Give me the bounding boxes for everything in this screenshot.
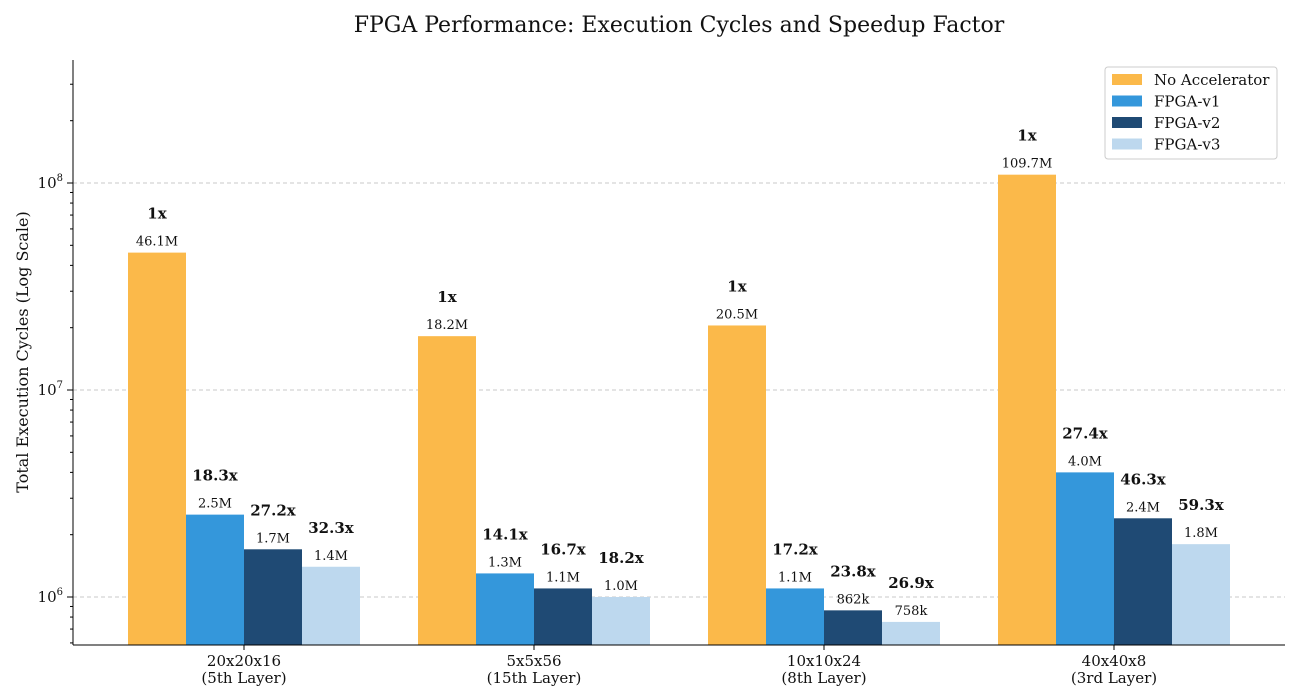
- bar-value-label: 18.2M: [426, 318, 468, 333]
- y-tick-exponent: 8: [57, 173, 63, 184]
- speedup-label: 32.3x: [308, 519, 355, 537]
- bar: [708, 325, 766, 645]
- bar-value-label: 758k: [895, 604, 928, 619]
- bar-value-label: 4.0M: [1068, 454, 1102, 469]
- x-tick-label: 40x40x8: [1082, 652, 1147, 670]
- legend-label: FPGA-v3: [1154, 136, 1220, 154]
- speedup-label: 46.3x: [1120, 470, 1167, 488]
- x-tick-label: 10x10x24: [787, 652, 861, 670]
- bar-value-label: 1.4M: [314, 549, 348, 564]
- x-tick-sublabel: (5th Layer): [201, 669, 286, 687]
- bar: [186, 514, 244, 645]
- legend-swatch: [1112, 138, 1142, 150]
- speedup-label: 1x: [727, 277, 747, 295]
- bar-value-label: 1.7M: [256, 531, 290, 546]
- bar-value-label: 1.8M: [1184, 526, 1218, 541]
- bar-value-label: 1.1M: [546, 570, 580, 585]
- bar-labels: 46.1M 1x 2.5M 18.3x 1.7M 27.2x 1.4M 32.3x 18.2M 1…: [136, 127, 1225, 619]
- bar-value-label: 2.4M: [1126, 500, 1160, 515]
- bars: [128, 174, 1230, 646]
- legend-swatch: [1112, 95, 1142, 107]
- x-tick-label: 20x20x16: [207, 652, 281, 670]
- bar: [998, 174, 1056, 645]
- x-tick-sublabel: (15th Layer): [487, 669, 582, 687]
- legend-frame: [1104, 66, 1278, 160]
- bar: [302, 566, 360, 645]
- bar: [824, 610, 882, 645]
- bar-value-label: 862k: [837, 592, 870, 607]
- bar-value-label: 2.5M: [198, 497, 232, 512]
- x-ticks: 20x20x16(5th Layer) 5x5x56(15th Layer) 10x…: [201, 645, 1157, 687]
- legend: No Accelerator FPGA-v1 FPGA-v2 FPGA-v3: [1104, 66, 1278, 160]
- speedup-label: 27.2x: [250, 501, 297, 519]
- y-tick-label: 107: [38, 380, 63, 399]
- bar-value-label: 109.7M: [1002, 157, 1053, 172]
- bar: [1114, 518, 1172, 645]
- speedup-label: 17.2x: [772, 540, 819, 558]
- bar-value-label: 1.1M: [778, 570, 812, 585]
- y-tick-exponent: 6: [57, 587, 63, 598]
- bar: [592, 597, 650, 645]
- bar: [418, 336, 476, 645]
- legend-label: FPGA-v1: [1154, 93, 1220, 111]
- axes: [72, 60, 1285, 646]
- legend-label: No Accelerator: [1154, 71, 1270, 89]
- chart-title: FPGA Performance: Execution Cycles and S…: [354, 13, 1005, 38]
- bar-value-label: 46.1M: [136, 235, 178, 250]
- speedup-label: 14.1x: [482, 525, 529, 543]
- bar: [534, 588, 592, 645]
- speedup-label: 27.4x: [1062, 424, 1109, 442]
- legend-swatch: [1112, 117, 1142, 128]
- bar: [244, 549, 302, 645]
- bar: [128, 252, 186, 646]
- y-tick-exponent: 7: [57, 380, 63, 391]
- x-tick-sublabel: (3rd Layer): [1071, 669, 1157, 687]
- bar: [1172, 544, 1230, 645]
- bar: [766, 588, 824, 645]
- bar-value-label: 1.3M: [488, 555, 522, 570]
- speedup-label: 1x: [147, 205, 167, 223]
- speedup-label: 1x: [1017, 127, 1037, 145]
- speedup-label: 1x: [437, 288, 457, 306]
- speedup-label: 23.8x: [830, 562, 877, 580]
- bar-value-label: 20.5M: [716, 307, 758, 322]
- speedup-label: 16.7x: [540, 540, 587, 558]
- legend-swatch: [1112, 74, 1142, 85]
- y-ticks: 106 107 108: [38, 83, 73, 644]
- speedup-label: 59.3x: [1178, 496, 1225, 514]
- bar-value-label: 1.0M: [604, 579, 638, 594]
- bar: [1056, 472, 1114, 645]
- bar: [882, 621, 940, 645]
- y-tick-label: 108: [38, 173, 63, 192]
- x-tick-sublabel: (8th Layer): [781, 669, 866, 687]
- x-tick-label: 5x5x56: [506, 652, 561, 670]
- speedup-label: 18.2x: [598, 549, 645, 567]
- speedup-label: 26.9x: [888, 574, 935, 592]
- y-tick-label: 106: [38, 587, 63, 606]
- legend-label: FPGA-v2: [1154, 114, 1220, 132]
- y-axis-label: Total Execution Cycles (Log Scale): [13, 211, 32, 492]
- speedup-label: 18.3x: [192, 467, 239, 485]
- bar: [476, 573, 534, 645]
